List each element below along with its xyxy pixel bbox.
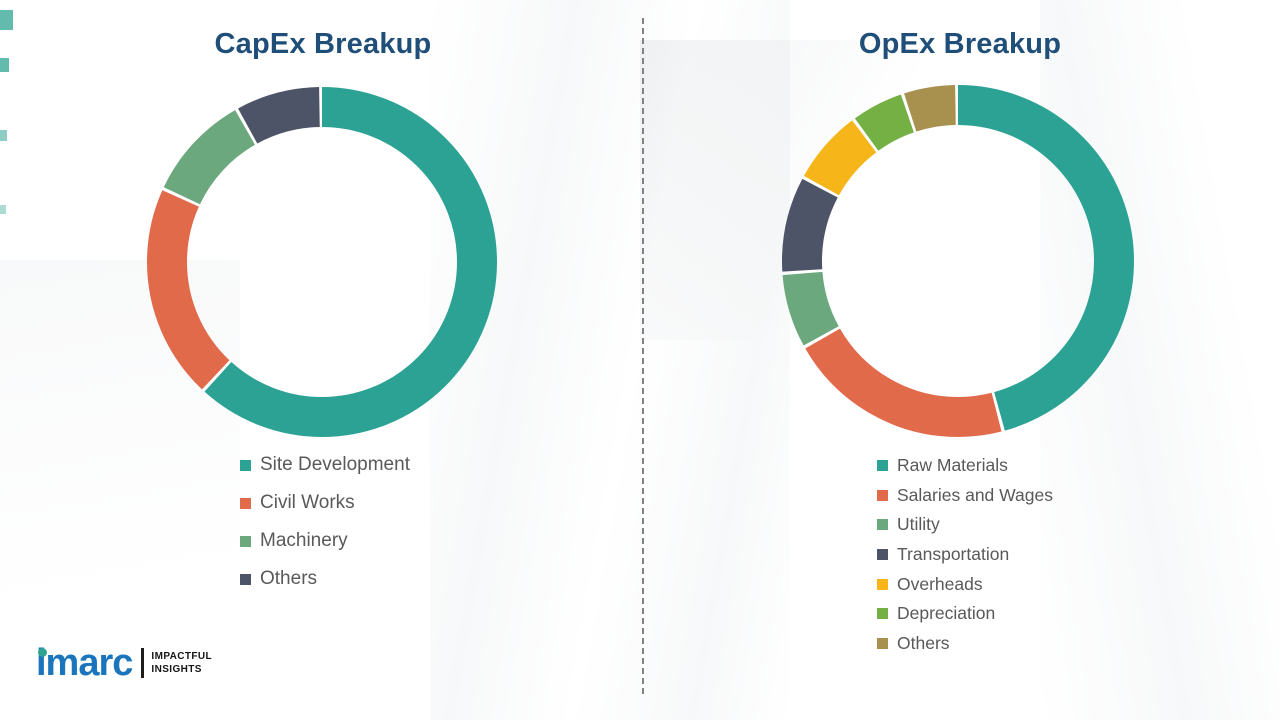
vertical-dashed-divider	[642, 18, 644, 694]
legend-label: Transportation	[897, 544, 1010, 565]
opex-legend: Raw Materials Salaries and Wages Utility Tr…	[877, 451, 1053, 658]
legend-item: Overheads	[877, 569, 1053, 599]
capex-donut-chart	[147, 87, 497, 437]
legend-item: Machinery	[240, 522, 410, 560]
opex-chart-title: OpEx Breakup	[858, 28, 1062, 60]
legend-swatch	[877, 549, 888, 561]
capex-chart-title: CapEx Breakup	[214, 28, 432, 60]
background-light	[0, 10, 13, 30]
legend-swatch	[877, 608, 888, 620]
donut-slice-raw-materials	[782, 85, 1134, 437]
legend-label: Overheads	[897, 573, 983, 594]
legend-item: Utility	[877, 510, 1053, 540]
legend-swatch	[877, 637, 888, 649]
imarc-logo-tagline: IMPACTFUL INSIGHTS	[151, 651, 213, 675]
legend-swatch	[240, 459, 251, 471]
legend-item: Transportation	[877, 540, 1053, 570]
donut-slice-civil-works	[147, 87, 497, 437]
legend-label: Machinery	[260, 530, 348, 551]
donut-slice-transportation	[782, 85, 1134, 437]
legend-label: Others	[260, 568, 318, 589]
legend-item: Depreciation	[877, 599, 1053, 629]
donut-slice-site-development	[147, 87, 497, 437]
background-light	[0, 130, 7, 141]
logo-separator	[141, 648, 145, 678]
legend-label: Salaries and Wages	[897, 484, 1053, 505]
legend-swatch	[877, 460, 888, 472]
legend-swatch	[877, 578, 888, 590]
legend-label: Others	[897, 632, 950, 653]
legend-swatch	[877, 489, 888, 501]
imarc-logo-wordmark: imarc	[36, 642, 133, 684]
legend-label: Utility	[897, 514, 940, 535]
legend-item: Salaries and Wages	[877, 481, 1053, 511]
legend-swatch	[877, 519, 888, 531]
legend-item: Civil Works	[240, 484, 410, 522]
legend-item: Site Development	[240, 446, 410, 484]
legend-swatch	[240, 497, 251, 509]
legend-swatch	[240, 535, 251, 547]
legend-item: Others	[877, 629, 1053, 659]
legend-item: Raw Materials	[877, 451, 1053, 481]
legend-label: Site Development	[260, 454, 410, 475]
opex-donut-chart	[782, 85, 1134, 437]
legend-label: Civil Works	[260, 492, 355, 513]
legend-label: Raw Materials	[897, 455, 1008, 476]
capex-legend: Site Development Civil Works Machinery Othe…	[240, 446, 410, 598]
imarc-logo: imarc IMPACTFUL INSIGHTS	[36, 644, 212, 682]
legend-item: Others	[240, 560, 410, 598]
legend-swatch	[240, 573, 251, 585]
background-light	[0, 205, 6, 214]
donut-slice-salaries-and-wages	[782, 85, 1134, 437]
imarc-logo-dot-accent	[38, 648, 47, 657]
legend-label: Depreciation	[897, 603, 996, 624]
